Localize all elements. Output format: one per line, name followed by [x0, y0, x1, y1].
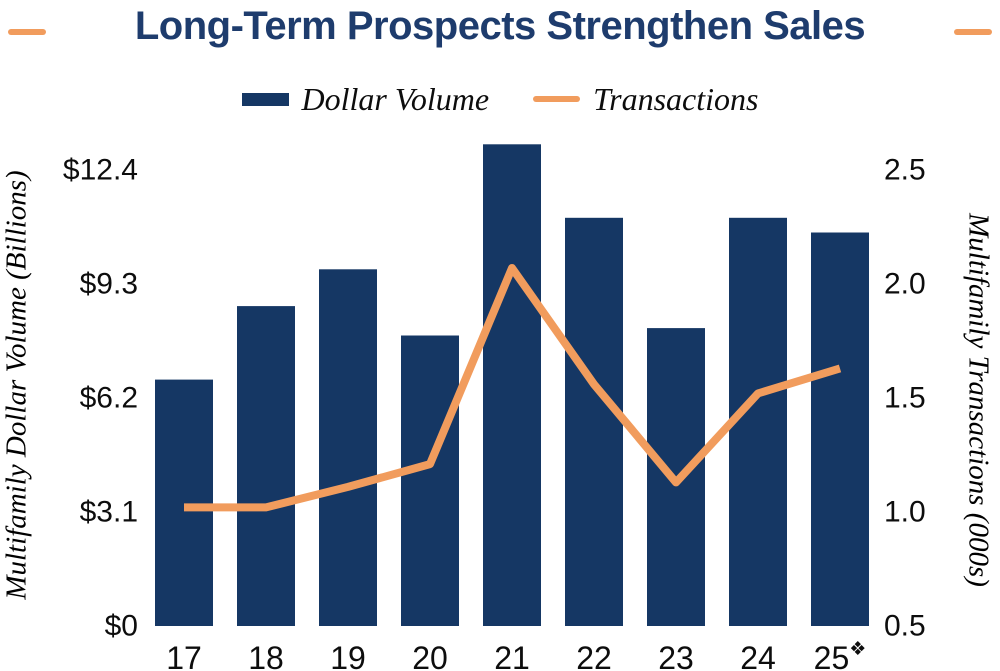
decorative-dash-right: [954, 29, 992, 35]
right-tick-2.0: 2.0: [884, 268, 926, 301]
right-tick-1.0: 1.0: [884, 496, 926, 529]
bar-25: [811, 232, 869, 626]
legend-item-transactions: Transactions: [533, 83, 758, 115]
chart-title: Long-Term Prospects Strengthen Sales: [134, 4, 866, 48]
transactions-line: [184, 264, 842, 512]
x-label-25: 25❖: [814, 639, 867, 671]
dollar-volume-bar-swatch: [241, 92, 289, 106]
chart-svg: $12.4 $9.3 $6.2 $3.1 $0 2.5 2.0 1.5 1.0 0.5 17 18 19…: [63, 144, 926, 671]
bar-19: [319, 269, 377, 626]
transactions-line-swatch: [533, 96, 581, 102]
legend-item-dollar-volume: Dollar Volume: [241, 81, 490, 117]
bar-20: [401, 335, 459, 626]
decorative-dash-left: [8, 29, 46, 35]
bar-21: [483, 144, 541, 627]
bar-18: [237, 306, 295, 626]
bar-17: [155, 379, 213, 626]
left-tick-0: $0: [105, 610, 138, 643]
bar-24: [729, 217, 787, 627]
x-label-18: 18: [248, 640, 284, 671]
left-tick-12.4: $12.4: [63, 154, 138, 187]
x-label-22: 22: [576, 640, 612, 671]
right-tick-2.5: 2.5: [884, 154, 926, 187]
bar-22: [565, 217, 623, 627]
x-label-23: 23: [658, 640, 694, 671]
x-label-17: 17: [166, 640, 202, 671]
left-tick-3.1: $3.1: [80, 496, 138, 529]
x-label-20: 20: [412, 640, 448, 671]
chart-legend: Dollar Volume Transactions: [0, 82, 1000, 116]
right-tick-0.5: 0.5: [884, 610, 926, 643]
legend-label-transactions: Transactions: [593, 81, 759, 117]
x-label-21: 21: [494, 640, 530, 671]
left-tick-9.3: $9.3: [80, 268, 138, 301]
left-tick-6.2: $6.2: [80, 382, 138, 415]
legend-label-dollar-volume: Dollar Volume: [301, 81, 490, 117]
right-tick-1.5: 1.5: [884, 382, 926, 415]
x-label-19: 19: [330, 640, 366, 671]
x-label-24: 24: [740, 640, 776, 671]
